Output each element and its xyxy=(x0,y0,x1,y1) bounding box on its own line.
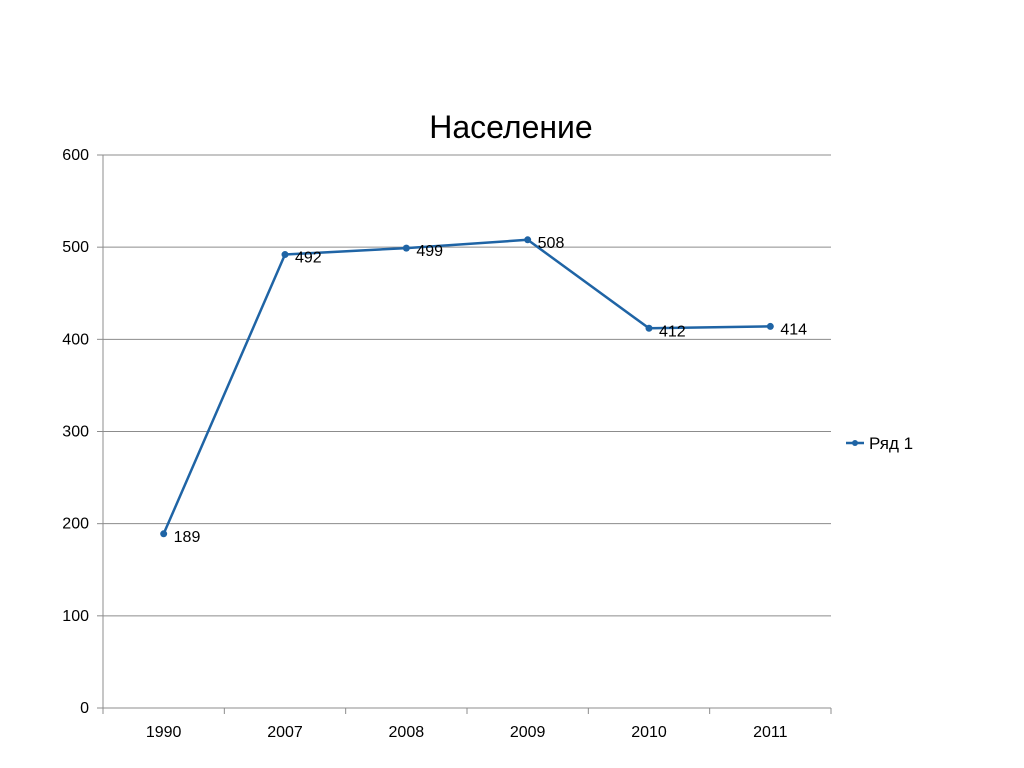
data-point-2008 xyxy=(402,244,410,252)
x-tick-label-2008: 2008 xyxy=(389,724,425,741)
x-tick-label-2009: 2009 xyxy=(510,724,546,741)
series-layer: 189 492 499 508 412 414 xyxy=(160,235,807,546)
data-label-2008: 499 xyxy=(416,243,443,260)
y-tick-label-300: 300 xyxy=(62,424,89,441)
chart-title: Население xyxy=(429,109,592,145)
legend-label: Ряд 1 xyxy=(869,434,913,453)
data-point-2010 xyxy=(645,324,653,332)
y-tick-label-100: 100 xyxy=(62,608,89,625)
data-label-2007: 492 xyxy=(295,250,322,267)
series-line-0 xyxy=(162,238,771,535)
data-point-1990 xyxy=(160,530,168,538)
legend: Ряд 1 xyxy=(846,434,913,453)
data-point-2011 xyxy=(766,322,774,330)
y-tick-label-0: 0 xyxy=(80,700,89,717)
data-label-1990: 189 xyxy=(174,529,201,546)
axes: 0 100 200 300 400 500 600 1990 2007 2008 2009 2010 2… xyxy=(62,147,832,741)
gridlines xyxy=(103,154,831,617)
x-tick-label-1990: 1990 xyxy=(146,724,182,741)
y-tick-label-500: 500 xyxy=(62,239,89,256)
data-point-2009 xyxy=(524,236,532,244)
data-label-2011: 414 xyxy=(780,321,807,338)
x-tick-label-2007: 2007 xyxy=(267,724,303,741)
x-tick-label-2011: 2011 xyxy=(753,724,788,741)
data-label-2010: 412 xyxy=(659,323,686,340)
data-label-2009: 508 xyxy=(538,235,565,252)
y-tick-label-200: 200 xyxy=(62,516,89,533)
data-point-2007 xyxy=(281,251,289,259)
legend-swatch-marker xyxy=(852,440,858,446)
y-tick-label-400: 400 xyxy=(62,331,89,348)
x-tick-label-2010: 2010 xyxy=(631,724,667,741)
y-tick-label-600: 600 xyxy=(62,147,89,164)
